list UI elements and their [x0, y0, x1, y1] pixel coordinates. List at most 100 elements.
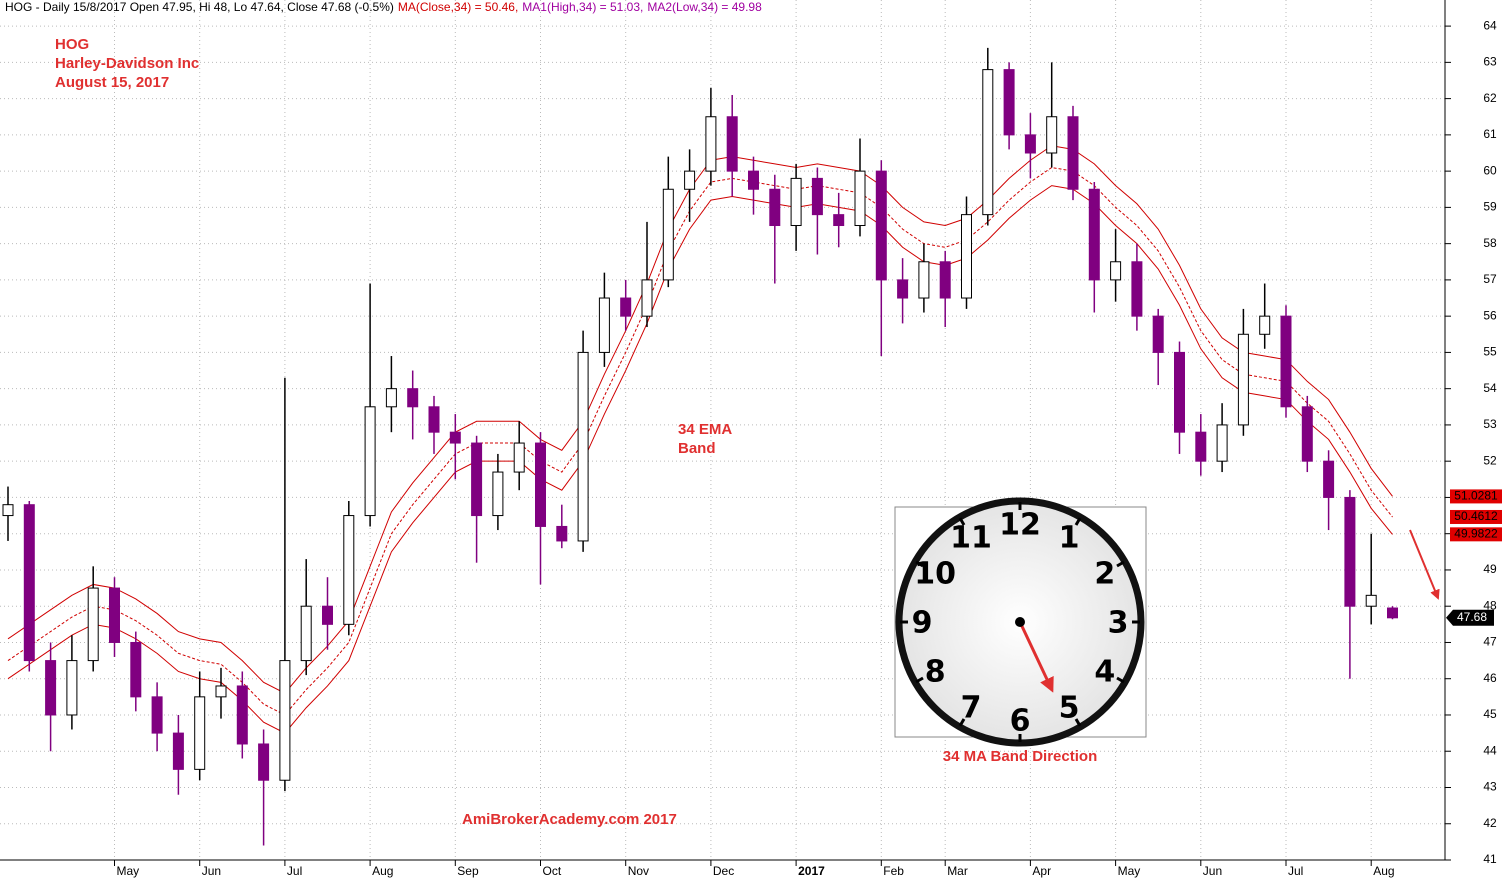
candle-body [875, 170, 887, 281]
candle-body [748, 170, 759, 190]
y-tick-label: 59 [1483, 200, 1497, 214]
candle-body [2, 504, 14, 517]
candle-body [1387, 607, 1398, 619]
clock-tick [915, 676, 924, 684]
candle-body [833, 214, 845, 227]
y-tick-label: 55 [1483, 345, 1497, 359]
candle-body [513, 442, 525, 473]
y-tick-label: 64 [1483, 18, 1497, 32]
x-tick-label: Jun [202, 864, 221, 878]
candle-body [1344, 496, 1356, 607]
candle-body [258, 743, 270, 781]
candle-body [1259, 315, 1271, 335]
header-segment: MA2(Low,34) = 49.98 [647, 0, 762, 14]
candle-body [1237, 333, 1249, 426]
clock-tick [1116, 676, 1125, 684]
y-tick-label: 41 [1483, 852, 1497, 866]
candle-body [726, 116, 738, 172]
y-tick-label: 62 [1483, 91, 1497, 105]
candle-body [577, 351, 589, 542]
x-tick-label: May [117, 864, 140, 878]
clock-number: 10 [914, 557, 956, 592]
candle-body [1088, 188, 1100, 281]
clock-number: 2 [1094, 557, 1115, 592]
candle-body [769, 188, 781, 227]
candle-body [385, 388, 397, 408]
candle-body [705, 116, 717, 172]
x-tick-label: Jul [287, 864, 302, 878]
band-label: 34 EMA [678, 421, 732, 438]
candle-body [620, 297, 632, 317]
x-tick-label: 2017 [798, 864, 825, 878]
x-tick-label: Feb [883, 864, 904, 878]
candle-body [556, 525, 568, 542]
clock-caption: 34 MA Band Direction [943, 748, 1097, 765]
y-tick-label: 49 [1483, 562, 1497, 576]
clock-tick [958, 517, 966, 526]
y-tick-label: 54 [1483, 381, 1497, 395]
header-segment: MA(Close,34) = 50.46, [398, 0, 518, 14]
x-tick-label: Dec [713, 864, 734, 878]
candle-body [1195, 431, 1207, 462]
direction-arrow [1409, 529, 1440, 600]
x-tick-label: Oct [543, 864, 562, 878]
last-close-box [1446, 609, 1494, 626]
clock-number: 5 [1059, 690, 1080, 725]
candle-body [1152, 315, 1164, 353]
candle-body [961, 214, 972, 299]
candle-body [471, 442, 483, 517]
candle-body [194, 696, 206, 770]
candle-body [1067, 116, 1079, 190]
x-tick-label: Nov [628, 864, 649, 878]
y-tick-label: 58 [1483, 236, 1497, 250]
date: August 15, 2017 [55, 74, 169, 91]
candle-body [1024, 134, 1036, 154]
clock-tick [1074, 517, 1082, 526]
band-label: Band [678, 440, 716, 457]
candle-body [151, 696, 163, 734]
clock-number: 12 [999, 508, 1041, 543]
clock-number: 9 [912, 606, 933, 641]
clock-hand [1018, 621, 1054, 693]
x-tick-label: Apr [1032, 864, 1051, 878]
ma-band [7, 185, 1393, 734]
header-segment: MA1(High,34) = 51.03, [522, 0, 643, 14]
candle-body [897, 279, 909, 299]
value-label: 50.4612 [1454, 509, 1498, 523]
clock-tick [958, 718, 966, 727]
y-tick-label: 57 [1483, 272, 1497, 286]
candle-body [939, 261, 951, 299]
x-tick-label: Aug [372, 864, 393, 878]
y-tick-label: 60 [1483, 163, 1497, 177]
candle-body [1174, 351, 1185, 433]
ma-band [7, 145, 1393, 694]
clock-number: 8 [925, 655, 946, 690]
y-tick-label: 63 [1483, 55, 1497, 69]
candle-body [1365, 594, 1377, 607]
candle-body [407, 388, 419, 408]
candle-body [790, 177, 802, 227]
candle-body [1046, 116, 1058, 154]
candle-body [343, 515, 355, 625]
y-tick-label: 43 [1483, 780, 1497, 794]
candle-body [428, 406, 440, 433]
company: Harley-Davidson Inc [55, 55, 199, 72]
candle-body [598, 297, 610, 353]
candle-body [279, 660, 291, 781]
candle-body [87, 587, 99, 662]
candle-body [684, 170, 696, 190]
candle-body [918, 261, 930, 299]
x-tick-label: Jun [1203, 864, 1222, 878]
candle-body [492, 471, 504, 517]
candle-body [1003, 69, 1015, 136]
candles [2, 47, 1398, 846]
x-tick-label: Jul [1288, 864, 1303, 878]
watermark: AmiBrokerAcademy.com 2017 [462, 811, 677, 828]
ticker: HOG [55, 36, 89, 53]
candle-body [1110, 261, 1122, 281]
header-segment: HOG - Daily 15/8/2017 Open 47.95, Hi 48,… [5, 0, 394, 14]
y-tick-label: 48 [1483, 598, 1497, 612]
candle-body [300, 605, 312, 662]
candle-body [45, 660, 57, 716]
